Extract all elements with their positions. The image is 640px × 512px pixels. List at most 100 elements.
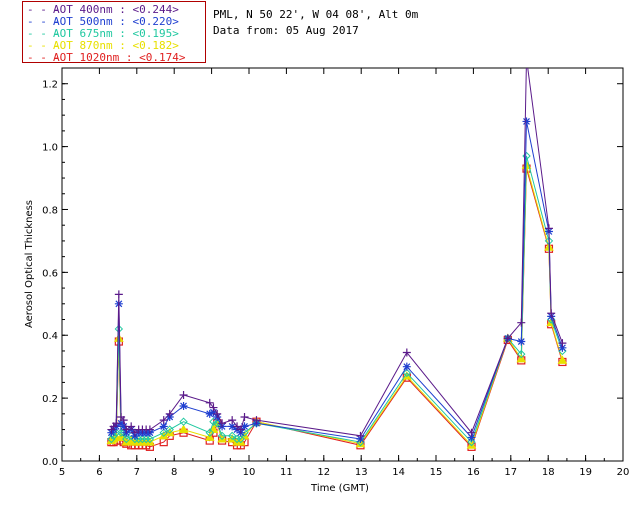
data-point (179, 390, 188, 399)
series-aot-500nm (107, 117, 567, 443)
data-point (467, 433, 476, 442)
legend-item-1020nm: - - -AOT 1020nm : <0.174> (27, 51, 186, 64)
legend-item-870nm: - - -AOT 870nm : <0.182> (27, 39, 179, 52)
legend-swatch: - - - (27, 51, 61, 64)
data-point (547, 309, 556, 318)
data-point (517, 349, 526, 359)
x-tick-label: 9 (208, 467, 214, 478)
data-point (164, 427, 175, 437)
series-line (111, 168, 563, 448)
legend-swatch: - - - (27, 27, 61, 40)
series-line (111, 165, 563, 447)
x-tick-label: 15 (430, 467, 443, 478)
y-tick-label: 0.8 (42, 205, 58, 216)
legend-swatch: - - - (27, 3, 61, 16)
data-point (467, 428, 476, 437)
data-point (240, 422, 249, 431)
x-tick-label: 7 (134, 467, 140, 478)
data-point (217, 431, 227, 441)
data-point (217, 433, 227, 443)
data-point (467, 437, 476, 447)
y-axis-label: Aerosol Optical Thickness (24, 200, 35, 328)
y-tick-label: 0.6 (42, 268, 58, 279)
data-point (236, 425, 245, 434)
data-point (235, 437, 246, 446)
data-point (228, 416, 237, 425)
data-point (165, 409, 174, 418)
data-point (213, 409, 222, 418)
x-tick-label: 16 (467, 467, 480, 478)
data-point (112, 419, 121, 428)
data-point (138, 434, 147, 444)
data-point (228, 422, 237, 431)
x-tick-label: 8 (171, 467, 177, 478)
x-axis-label: Time (GMT) (310, 483, 369, 494)
data-point (145, 434, 155, 444)
series-aot-1020nm (107, 164, 567, 451)
data-point (114, 324, 124, 334)
series-aot-675nm (107, 151, 567, 447)
data-point (107, 434, 116, 444)
data-point (204, 432, 215, 441)
x-axis: 5 6 7 8 9 10 11 12 13 14 15 16 17 18 19 20 (59, 68, 630, 478)
x-tick-label: 17 (504, 467, 517, 478)
data-point (466, 440, 477, 449)
data-point (116, 428, 126, 437)
data-point (402, 368, 412, 378)
legend-swatch: - - - (27, 39, 61, 52)
data-point (205, 409, 214, 418)
data-point (209, 403, 218, 412)
data-point (159, 428, 168, 437)
data-point (558, 339, 567, 348)
data-point (122, 434, 131, 444)
data-point (558, 343, 567, 352)
data-point (205, 398, 214, 407)
data-point (205, 428, 214, 437)
data-point (236, 434, 245, 444)
data-point (145, 425, 154, 434)
x-tick-label: 13 (355, 467, 368, 478)
data-point (159, 416, 168, 425)
y-tick-label: 1.0 (42, 143, 58, 154)
plot-frame (61, 67, 624, 462)
data-point (114, 290, 123, 299)
x-tick-label: 11 (280, 467, 293, 478)
data-point (227, 431, 237, 441)
data-point (209, 408, 218, 417)
data-point (218, 419, 227, 428)
data-point (517, 318, 526, 327)
x-tick-label: 18 (542, 467, 555, 478)
y-tick-label: 1.2 (42, 80, 58, 91)
x-tick-label: 10 (243, 467, 256, 478)
data-point (240, 412, 249, 421)
x-tick-label: 6 (96, 467, 102, 478)
x-tick-label: 5 (59, 467, 65, 478)
data-point (544, 224, 553, 233)
data-point (522, 117, 531, 126)
series-line (110, 121, 563, 440)
legend-item-500nm: - - -AOT 500nm : <0.220> (27, 15, 179, 28)
series-aot-400nm (107, 68, 567, 440)
x-tick-label: 20 (617, 467, 630, 478)
legend-item-400nm: - - -AOT 400nm : <0.244> (27, 3, 179, 16)
data-point (516, 353, 527, 363)
y-axis: 0.0 0.2 0.4 0.6 0.8 1.0 1.2 (42, 80, 623, 468)
y-tick-label: 0.0 (42, 457, 58, 468)
data-point (178, 424, 189, 434)
data-point (179, 401, 188, 410)
data-point (165, 425, 174, 434)
station-info: PML, N 50 22', W 04 08', Alt 0m (213, 8, 419, 21)
data-point (557, 355, 568, 364)
series-line (110, 68, 563, 437)
data-point (402, 362, 411, 371)
legend-item-675nm: - - -AOT 675nm : <0.195> (27, 27, 179, 40)
data-point (402, 348, 411, 357)
y-tick-label: 0.2 (42, 394, 58, 405)
data-point (356, 431, 365, 440)
data-point (127, 422, 136, 431)
x-tick-label: 14 (392, 467, 405, 478)
data-point (179, 417, 188, 426)
data-point (119, 422, 128, 431)
x-tick-label: 12 (317, 467, 330, 478)
